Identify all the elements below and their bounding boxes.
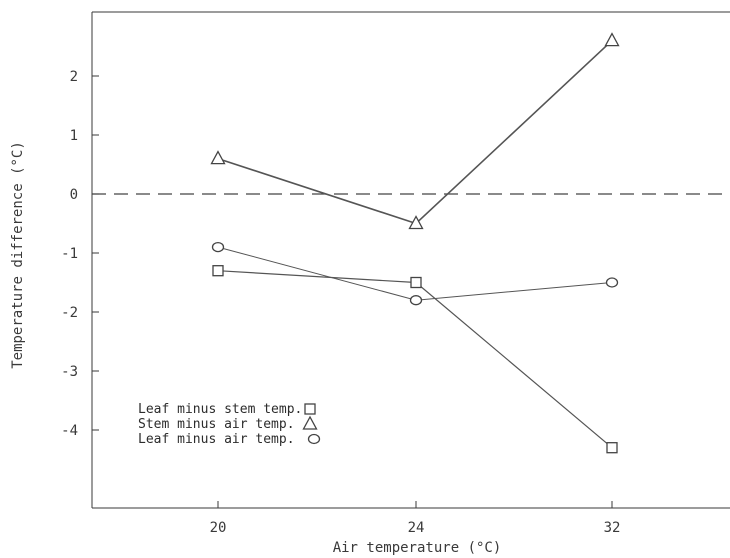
data-point-circle (605, 277, 619, 288)
data-point-square (410, 276, 422, 289)
y-tick-label: -1 (61, 246, 78, 262)
data-point-square (212, 265, 224, 277)
data-point-triangle (604, 32, 620, 47)
x-axis-title: Air temperature (°C) (333, 540, 502, 556)
plot-frame (91, 11, 730, 509)
data-point-circle (211, 241, 225, 253)
legend-label: Stem minus air temp. (138, 417, 295, 432)
y-axis-title: Temperature difference (°C) (10, 141, 26, 369)
legend-label: Leaf minus stem temp. (138, 402, 302, 417)
legend-marker-triangle (302, 415, 318, 430)
legend-marker-circle (307, 433, 321, 445)
data-point-circle (409, 295, 423, 306)
data-point-triangle (408, 215, 424, 230)
y-tick-label: -4 (61, 423, 78, 439)
series-markers (210, 32, 620, 454)
y-tick-label: -2 (61, 305, 78, 321)
y-tick-label: -3 (61, 364, 78, 380)
legend-label: Leaf minus air temp. (138, 432, 295, 447)
x-axis-ticks: 20 24 32 (210, 501, 621, 536)
legend-marker-square (304, 403, 316, 415)
x-tick-label: 24 (408, 520, 425, 536)
x-tick-label: 20 (210, 520, 227, 536)
y-tick-label: 2 (70, 69, 78, 85)
series-line-triangle (217, 40, 613, 225)
data-point-triangle (210, 150, 226, 165)
y-tick-label: 0 (70, 187, 78, 203)
legend: Leaf minus stem temp.Stem minus air temp… (138, 402, 321, 447)
data-point-square (606, 442, 618, 454)
y-axis-ticks: 2 1 0 -1 -2 -3 -4 (61, 69, 99, 439)
series-lines (217, 40, 613, 449)
x-tick-label: 32 (604, 520, 621, 536)
y-tick-label: 1 (70, 128, 78, 144)
